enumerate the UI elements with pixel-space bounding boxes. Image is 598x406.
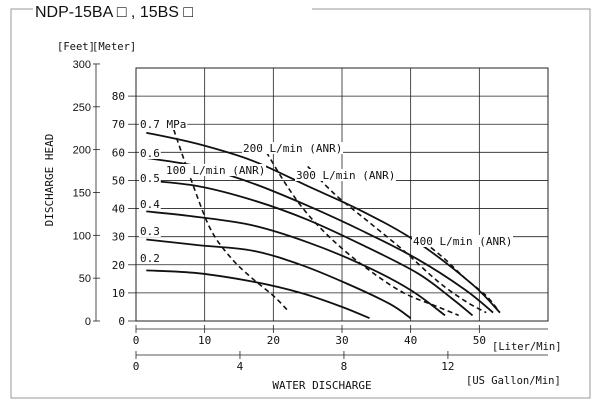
curve-label: 0.3 [140,225,160,238]
y-tick-label-feet: 150 [73,187,91,199]
curve-label: 300 L/min (ANR) [296,169,395,182]
x-unit-gallon: [US Gallon/Min] [466,375,561,387]
curve-label: 0.6 [140,147,160,160]
y-unit-feet: [Feet] [57,41,95,53]
curve-label-bg [139,147,161,159]
air-consumption-curve [265,151,460,317]
y-axis-title: DISCHARGE HEAD [43,134,56,227]
curve-label-bg [242,142,343,154]
y-tick-label-meter: 10 [112,287,125,300]
y-tick-label-feet: 0 [85,316,91,328]
y-tick-label-meter: 30 [112,231,125,244]
curve-label: 0.5 [140,172,160,185]
x-tick-label-liter: 50 [473,334,486,347]
figure-title: NDP-15BA □ , 15BS □ [35,4,193,21]
x-tick-label-liter: 0 [133,334,140,347]
curve-label-bg [165,164,266,176]
y-tick-label-meter: 40 [112,203,125,216]
x-unit-liter: [Liter/Min] [492,341,562,353]
y-unit-meter: [Meter] [92,41,136,53]
plot-border [135,67,549,322]
air-consumption-curve [423,241,501,314]
y-tick-label-feet: 50 [79,273,91,285]
pressure-curve [146,238,412,319]
grid [135,67,549,322]
x-tick-label-liter: 10 [198,334,211,347]
curve-label-bg [139,225,161,237]
outer-frame [10,8,591,399]
pressure-curve [146,269,370,320]
curve-label-bg [412,235,513,247]
y-tick-label-feet: 100 [73,230,91,242]
y-tick-label-meter: 70 [112,118,125,131]
pressure-curve [146,179,474,317]
air-consumption-curve [307,165,487,314]
x-axis-title: WATER DISCHARGE [272,379,371,392]
air-consumption-curve [173,129,288,311]
x-tick-label-liter: 40 [404,334,417,347]
x-tick-label-gallon: 8 [341,360,348,373]
y-tick-label-meter: 20 [112,259,125,272]
y-tick-label-feet: 200 [73,145,91,157]
y-tick-label-feet: 250 [73,102,91,114]
y-tick-label-meter: 50 [112,174,125,187]
series-layer [146,129,501,320]
curve-label: 0.7 MPa [140,118,186,131]
curve-label: 200 L/min (ANR) [243,142,342,155]
y-tick-label-meter: 80 [112,90,125,103]
x-tick-label-liter: 20 [267,334,280,347]
pressure-curve [146,210,446,317]
x-tick-label-liter: 30 [335,334,348,347]
curve-labels: 0.7 MPa 0.6 0.5 0.4 0.3 0.2 100 L/min (ANR) 200… [139,118,513,265]
curve-label: 400 L/min (ANR) [413,235,512,248]
x-tick-label-gallon: 12 [441,360,454,373]
curve-label-bg [139,252,161,264]
x-tick-label-gallon: 4 [237,360,244,373]
curve-label-bg [139,172,161,184]
pressure-curve [146,131,501,314]
curve-label: 0.4 [140,198,160,211]
curve-label-bg [139,198,161,210]
curve-label: 100 L/min (ANR) [166,164,265,177]
curve-label: 0.2 [140,252,160,265]
y-tick-label-meter: 60 [112,146,125,159]
y-tick-label-meter: 0 [118,315,125,328]
curve-label-bg [139,118,188,130]
curve-label-bg [295,169,396,181]
y-tick-label-feet: 300 [73,59,91,71]
x-tick-label-gallon: 0 [133,360,140,373]
